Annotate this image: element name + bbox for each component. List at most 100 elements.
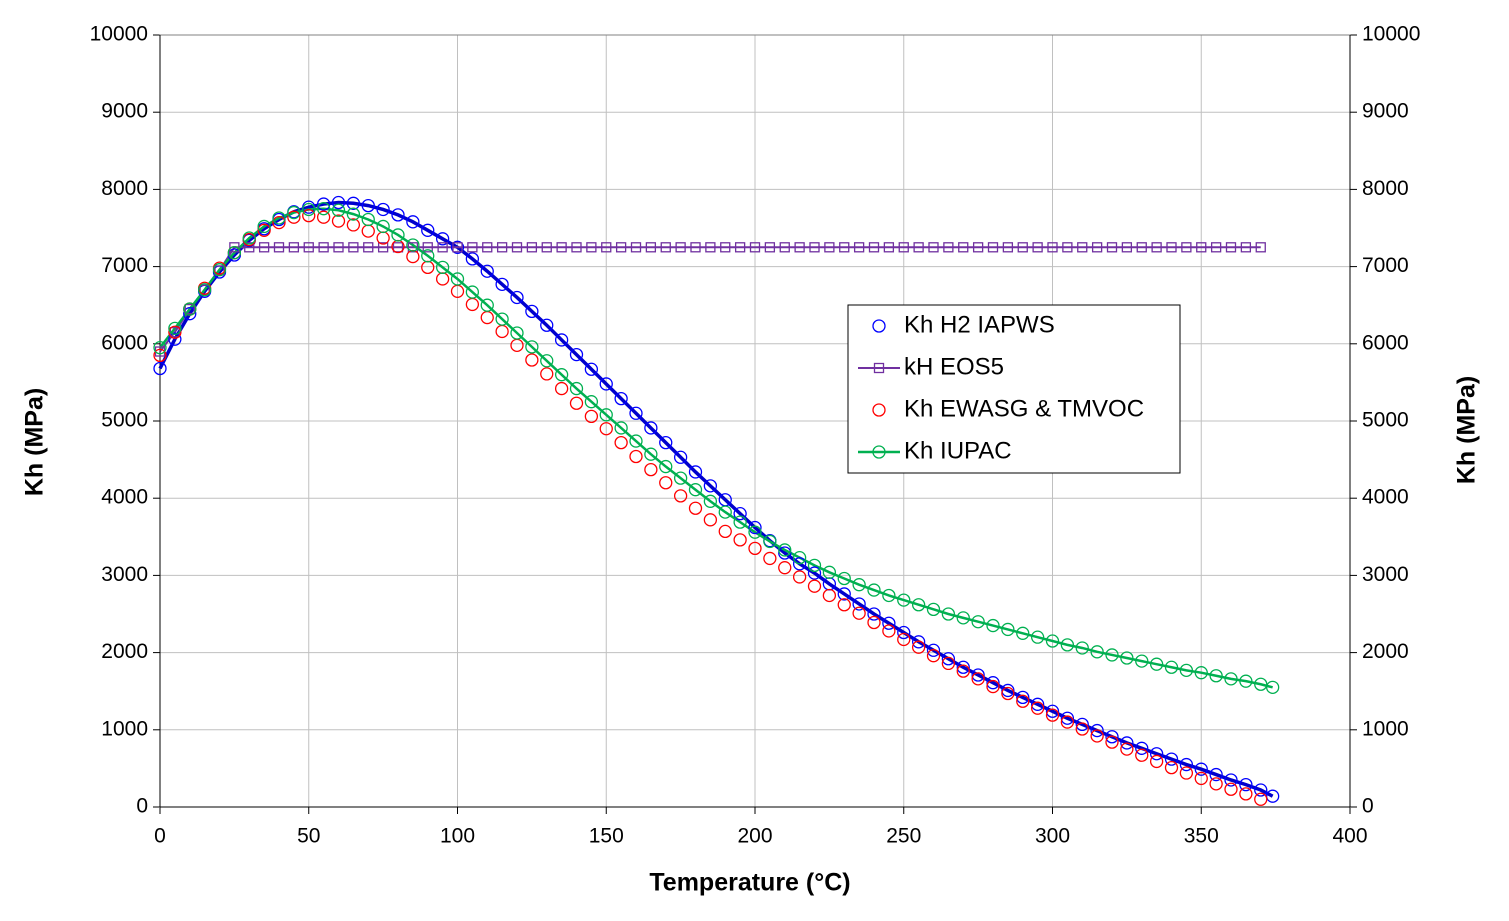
data-point bbox=[1062, 242, 1073, 253]
data-point bbox=[703, 513, 718, 527]
data-point bbox=[346, 196, 361, 210]
data-point bbox=[421, 223, 435, 237]
y-tick-label: 8000 bbox=[101, 177, 148, 200]
data-point bbox=[986, 676, 1000, 690]
data-point bbox=[406, 215, 420, 229]
data-point bbox=[1047, 242, 1058, 253]
data-point bbox=[882, 588, 896, 603]
data-point bbox=[480, 298, 494, 312]
data-point bbox=[1106, 242, 1118, 253]
y-tick-label: 6000 bbox=[101, 331, 148, 354]
data-point bbox=[1224, 782, 1238, 796]
data-point bbox=[1151, 242, 1162, 253]
x-axis-title: Temperature (°C) bbox=[649, 869, 850, 897]
data-point bbox=[465, 252, 480, 266]
data-point bbox=[1136, 242, 1147, 253]
data-point bbox=[1164, 752, 1179, 766]
data-point bbox=[824, 242, 835, 253]
data-point bbox=[958, 242, 969, 253]
data-point bbox=[807, 558, 822, 573]
data-point bbox=[660, 242, 671, 253]
data-point bbox=[540, 318, 554, 332]
data-point bbox=[153, 341, 167, 355]
data-point bbox=[1045, 708, 1060, 722]
data-point bbox=[675, 242, 686, 253]
data-point bbox=[852, 597, 866, 611]
data-point bbox=[212, 263, 227, 277]
data-point bbox=[554, 333, 569, 347]
data-point bbox=[971, 615, 985, 629]
data-point bbox=[644, 462, 658, 477]
data-point bbox=[1077, 242, 1088, 253]
data-point bbox=[911, 598, 926, 612]
data-point bbox=[331, 214, 346, 228]
data-point bbox=[316, 197, 331, 211]
series-line bbox=[158, 200, 1274, 798]
data-point bbox=[302, 208, 316, 223]
data-point bbox=[183, 307, 197, 321]
data-point bbox=[257, 219, 271, 234]
data-point bbox=[733, 515, 747, 529]
data-point bbox=[1210, 242, 1222, 253]
data-point bbox=[764, 242, 776, 253]
data-point bbox=[227, 246, 242, 260]
data-point bbox=[1045, 634, 1060, 648]
data-point bbox=[1166, 242, 1177, 253]
data-point bbox=[569, 396, 584, 410]
data-point bbox=[673, 471, 688, 485]
data-point bbox=[645, 242, 657, 253]
legend-text: Kh H2 IAPWS bbox=[904, 311, 1055, 338]
data-point bbox=[272, 215, 286, 230]
legend-text: Kh EWASG & TMVOC bbox=[904, 395, 1144, 422]
data-point bbox=[941, 652, 956, 666]
data-point bbox=[792, 570, 807, 584]
data-point bbox=[599, 422, 613, 436]
data-point bbox=[510, 290, 524, 305]
data-point bbox=[288, 242, 300, 253]
data-point bbox=[1090, 645, 1104, 659]
data-point bbox=[435, 232, 450, 246]
data-point bbox=[822, 565, 837, 579]
data-point bbox=[659, 459, 673, 474]
data-point bbox=[792, 557, 807, 571]
data-point bbox=[614, 391, 628, 406]
data-point bbox=[346, 207, 361, 221]
data-point bbox=[526, 242, 538, 253]
data-point bbox=[911, 640, 926, 654]
data-point bbox=[511, 242, 523, 253]
data-point bbox=[1001, 686, 1015, 701]
data-point bbox=[882, 616, 896, 630]
data-point bbox=[1030, 697, 1045, 711]
data-point bbox=[837, 598, 851, 612]
data-point bbox=[540, 354, 554, 368]
data-point bbox=[586, 242, 597, 253]
data-point bbox=[437, 242, 448, 253]
data-point bbox=[913, 242, 924, 253]
data-point bbox=[956, 611, 970, 625]
data-point bbox=[495, 312, 509, 326]
data-point bbox=[168, 325, 182, 339]
data-point bbox=[972, 242, 984, 253]
y-tick-label: 10000 bbox=[90, 23, 148, 46]
x-tick-label: 200 bbox=[737, 825, 772, 848]
data-point bbox=[1001, 683, 1015, 698]
data-point bbox=[540, 367, 554, 381]
data-point bbox=[482, 242, 493, 253]
data-point bbox=[510, 338, 524, 352]
y-tick-label: 2000 bbox=[101, 640, 148, 663]
data-point bbox=[183, 302, 197, 316]
data-point bbox=[898, 242, 909, 253]
data-point bbox=[644, 421, 658, 435]
data-point bbox=[748, 525, 762, 539]
data-point bbox=[911, 635, 926, 649]
data-point bbox=[1121, 242, 1133, 253]
data-point bbox=[688, 501, 703, 515]
data-point bbox=[1240, 242, 1252, 253]
data-point bbox=[1045, 704, 1060, 718]
data-point bbox=[318, 242, 329, 253]
data-point bbox=[1209, 767, 1223, 782]
data-point bbox=[272, 211, 286, 225]
data-point bbox=[1239, 787, 1253, 801]
data-point bbox=[1120, 742, 1134, 756]
